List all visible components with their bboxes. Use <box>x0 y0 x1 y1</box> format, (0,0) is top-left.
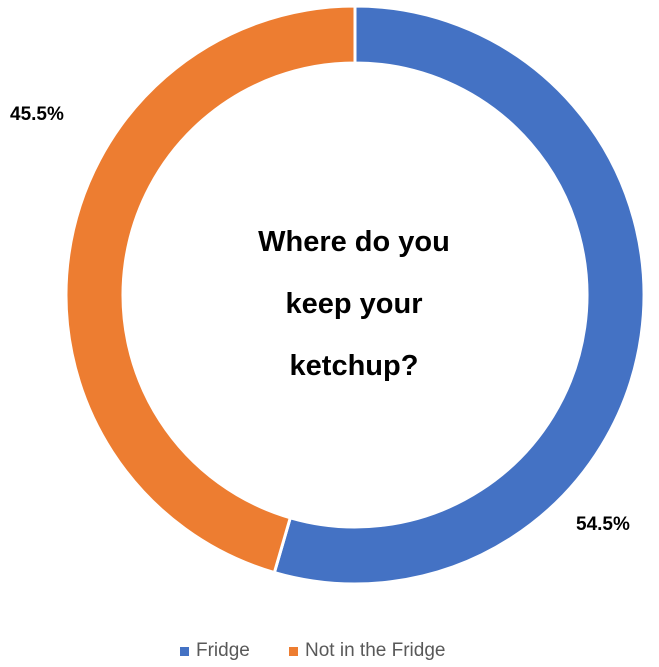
center-title-line-2: keep your <box>286 288 423 320</box>
legend-swatch-not-in-fridge <box>289 647 298 656</box>
legend-swatch-fridge <box>180 647 189 656</box>
legend-label-not-in-fridge: Not in the Fridge <box>305 640 445 661</box>
center-title-line-1: Where do you <box>258 226 450 258</box>
donut-slice-fridge <box>272 4 646 586</box>
data-label-not-in-fridge: 45.5% <box>10 104 64 125</box>
donut-slices <box>64 4 646 586</box>
legend: Fridge Not in the Fridge <box>180 640 445 661</box>
center-title: Where do you keep your ketchup? <box>258 226 450 382</box>
legend-label-fridge: Fridge <box>196 640 250 661</box>
center-title-line-3: ketchup? <box>290 350 419 382</box>
donut-slice-not-in-the-fridge <box>64 4 357 575</box>
data-label-fridge: 54.5% <box>576 514 630 535</box>
